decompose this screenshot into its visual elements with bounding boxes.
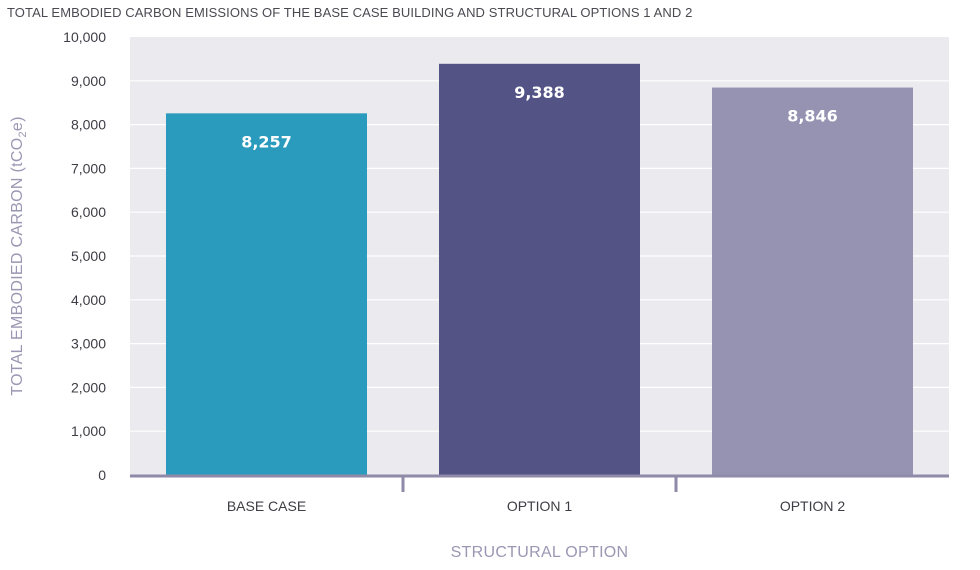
bar-option-2	[712, 87, 913, 475]
y-tick-label: 2,000	[71, 379, 106, 395]
x-axis	[130, 474, 949, 492]
y-tick-label: 6,000	[71, 204, 106, 220]
y-tick-label: 7,000	[71, 160, 106, 176]
bar-base-case	[166, 113, 367, 476]
x-category-label: OPTION 2	[780, 498, 846, 514]
y-axis-title-subscript: 2	[17, 131, 29, 137]
bar-value-label: 8,846	[787, 107, 838, 126]
y-tick-label: 4,000	[71, 292, 106, 308]
bars: 8,257 9,388 8,846	[166, 63, 913, 476]
y-tick-label: 0	[98, 467, 106, 483]
bar-value-label: 9,388	[514, 83, 565, 102]
y-axis-title-main: TOTAL EMBODIED CARBON (tCO	[9, 138, 26, 396]
y-tick-label: 1,000	[71, 423, 106, 439]
y-tick-label: 10,000	[63, 29, 106, 45]
y-axis-title-tail: e)	[9, 116, 26, 131]
y-axis-ticks: 0 1,000 2,000 3,000 4,000 5,000 6,000 7,000 8,00…	[63, 29, 106, 483]
bar-value-label: 8,257	[241, 132, 292, 151]
x-category-label: OPTION 1	[507, 498, 573, 514]
category-labels: BASE CASE OPTION 1 OPTION 2	[227, 498, 846, 514]
y-tick-label: 5,000	[71, 248, 106, 264]
y-tick-label: 9,000	[71, 73, 106, 89]
y-tick-label: 3,000	[71, 336, 106, 352]
x-category-label: BASE CASE	[227, 498, 306, 514]
chart-title: TOTAL EMBODIED CARBON EMISSIONS OF THE B…	[7, 5, 693, 20]
x-axis-title: STRUCTURAL OPTION	[451, 544, 629, 561]
bar-option-1	[439, 63, 640, 475]
y-tick-label: 8,000	[71, 117, 106, 133]
y-axis-title: TOTAL EMBODIED CARBON (tCO2e)	[9, 116, 29, 395]
